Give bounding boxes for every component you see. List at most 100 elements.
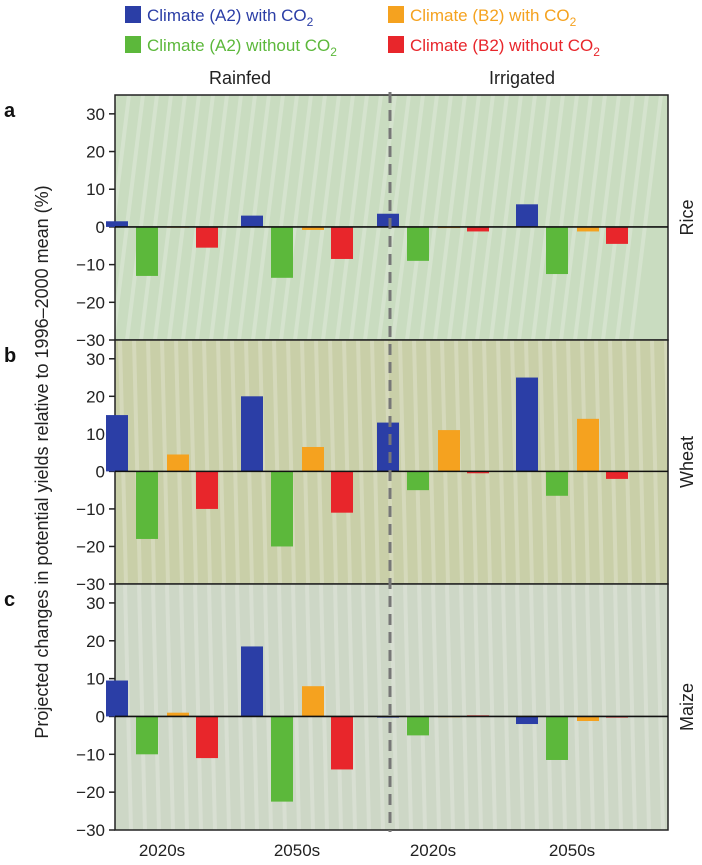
texture-stripe <box>529 583 539 831</box>
bar-b-s2-c3 <box>577 418 599 472</box>
bar-a-s3-c3 <box>606 226 628 244</box>
texture-stripe <box>587 94 621 341</box>
texture-stripe <box>132 339 142 585</box>
texture-stripe <box>230 339 240 585</box>
texture-stripe <box>622 339 632 585</box>
texture-stripe <box>615 94 649 341</box>
texture-stripe <box>496 339 506 585</box>
bar-a-s0-c1 <box>241 215 263 227</box>
bar-a-s1-c2 <box>407 226 429 261</box>
y-tick-label: −10 <box>76 256 105 275</box>
bar-a-s0-c3 <box>516 204 538 227</box>
texture-stripe <box>151 583 161 831</box>
texture-stripe <box>370 339 380 585</box>
crop-label-c: Maize <box>677 683 697 731</box>
texture-stripe <box>510 339 520 585</box>
texture-stripe <box>97 94 131 341</box>
y-tick-label: 20 <box>86 632 105 651</box>
texture-stripe <box>585 583 595 831</box>
texture-stripe <box>398 339 408 585</box>
bar-c-s0-c0 <box>106 680 128 717</box>
panel-a: −30 −20 −10 0 10 20 30 a Rice <box>4 94 697 350</box>
texture-stripe <box>146 339 156 585</box>
texture-stripe <box>433 94 467 341</box>
texture-stripe <box>501 583 511 831</box>
texture-stripe <box>426 339 436 585</box>
texture-stripe <box>543 583 553 831</box>
legend-swatch-a2_with <box>125 6 141 23</box>
bar-c-s3-c1 <box>331 716 353 770</box>
y-tick-label: −20 <box>76 293 105 312</box>
y-tick-label: 10 <box>86 425 105 444</box>
y-tick-label: −30 <box>76 575 105 594</box>
texture-stripe <box>235 583 245 831</box>
texture-stripe <box>221 583 231 831</box>
bar-b-s3-c0 <box>196 471 218 509</box>
texture-stripe <box>468 339 478 585</box>
texture-stripe <box>559 94 593 341</box>
bar-c-s0-c1 <box>241 646 263 717</box>
texture-stripe <box>202 339 212 585</box>
texture-stripe <box>447 94 481 341</box>
texture-stripe <box>403 583 413 831</box>
bar-b-s3-c2 <box>467 471 489 474</box>
legend-swatch-a2_without <box>125 36 141 53</box>
panel-c: −30 −20 −10 0 10 20 30 c Maize <box>4 583 697 840</box>
bar-b-s0-c3 <box>516 377 538 472</box>
texture-stripe <box>391 94 425 341</box>
texture-stripe <box>195 94 229 341</box>
texture-stripe <box>431 583 441 831</box>
bar-b-s2-c0 <box>167 454 189 472</box>
texture-stripe <box>356 339 366 585</box>
texture-stripe <box>515 583 525 831</box>
texture-stripe <box>193 583 203 831</box>
bar-a-s0-c2 <box>377 213 399 227</box>
y-tick-label: 10 <box>86 180 105 199</box>
bar-c-s2-c1 <box>302 686 324 717</box>
texture-stripe <box>188 339 198 585</box>
texture-stripe <box>552 339 562 585</box>
texture-stripe <box>489 94 523 341</box>
texture-stripe <box>263 583 273 831</box>
y-tick-label: −30 <box>76 331 105 350</box>
bar-a-s0-c0 <box>106 221 128 227</box>
texture-stripe <box>293 94 327 341</box>
texture-stripe <box>629 94 663 341</box>
bar-c-s1-c3 <box>546 716 568 760</box>
y-tick-label: −10 <box>76 745 105 764</box>
x-tick-label: 2020s <box>139 841 185 860</box>
texture-stripe <box>573 94 607 341</box>
texture-stripe <box>459 583 469 831</box>
texture-stripe <box>321 94 355 341</box>
y-tick-label: −10 <box>76 500 105 519</box>
texture-stripe <box>405 94 439 341</box>
bar-c-s1-c0 <box>136 716 158 755</box>
texture-stripe <box>531 94 565 341</box>
texture-stripe <box>179 583 189 831</box>
texture-stripe <box>475 94 509 341</box>
texture-stripe <box>566 339 576 585</box>
y-tick-label: 20 <box>86 387 105 406</box>
y-tick-label: 10 <box>86 670 105 689</box>
texture-stripe <box>335 94 369 341</box>
texture-stripe <box>545 94 579 341</box>
bar-a-s3-c2 <box>467 226 489 232</box>
panel-b: −30 −20 −10 0 10 20 30 b Wheat <box>4 339 697 594</box>
texture-stripe <box>279 94 313 341</box>
y-tick-label: 0 <box>96 218 105 237</box>
bar-b-s3-c1 <box>331 471 353 513</box>
texture-stripe <box>160 339 170 585</box>
bar-b-s2-c2 <box>438 430 460 472</box>
y-tick-label: −20 <box>76 783 105 802</box>
texture-stripe <box>608 339 618 585</box>
panel-label-c: c <box>4 589 15 611</box>
bar-b-s3-c3 <box>606 471 628 479</box>
panel-label-b: b <box>4 345 16 367</box>
bar-a-s3-c1 <box>331 226 353 259</box>
texture-stripe <box>83 94 117 341</box>
texture-stripe <box>655 583 665 831</box>
legend-label-b2_with: Climate (B2) with CO2 <box>410 6 577 29</box>
texture-stripe <box>223 94 257 341</box>
texture-stripe <box>375 583 385 831</box>
